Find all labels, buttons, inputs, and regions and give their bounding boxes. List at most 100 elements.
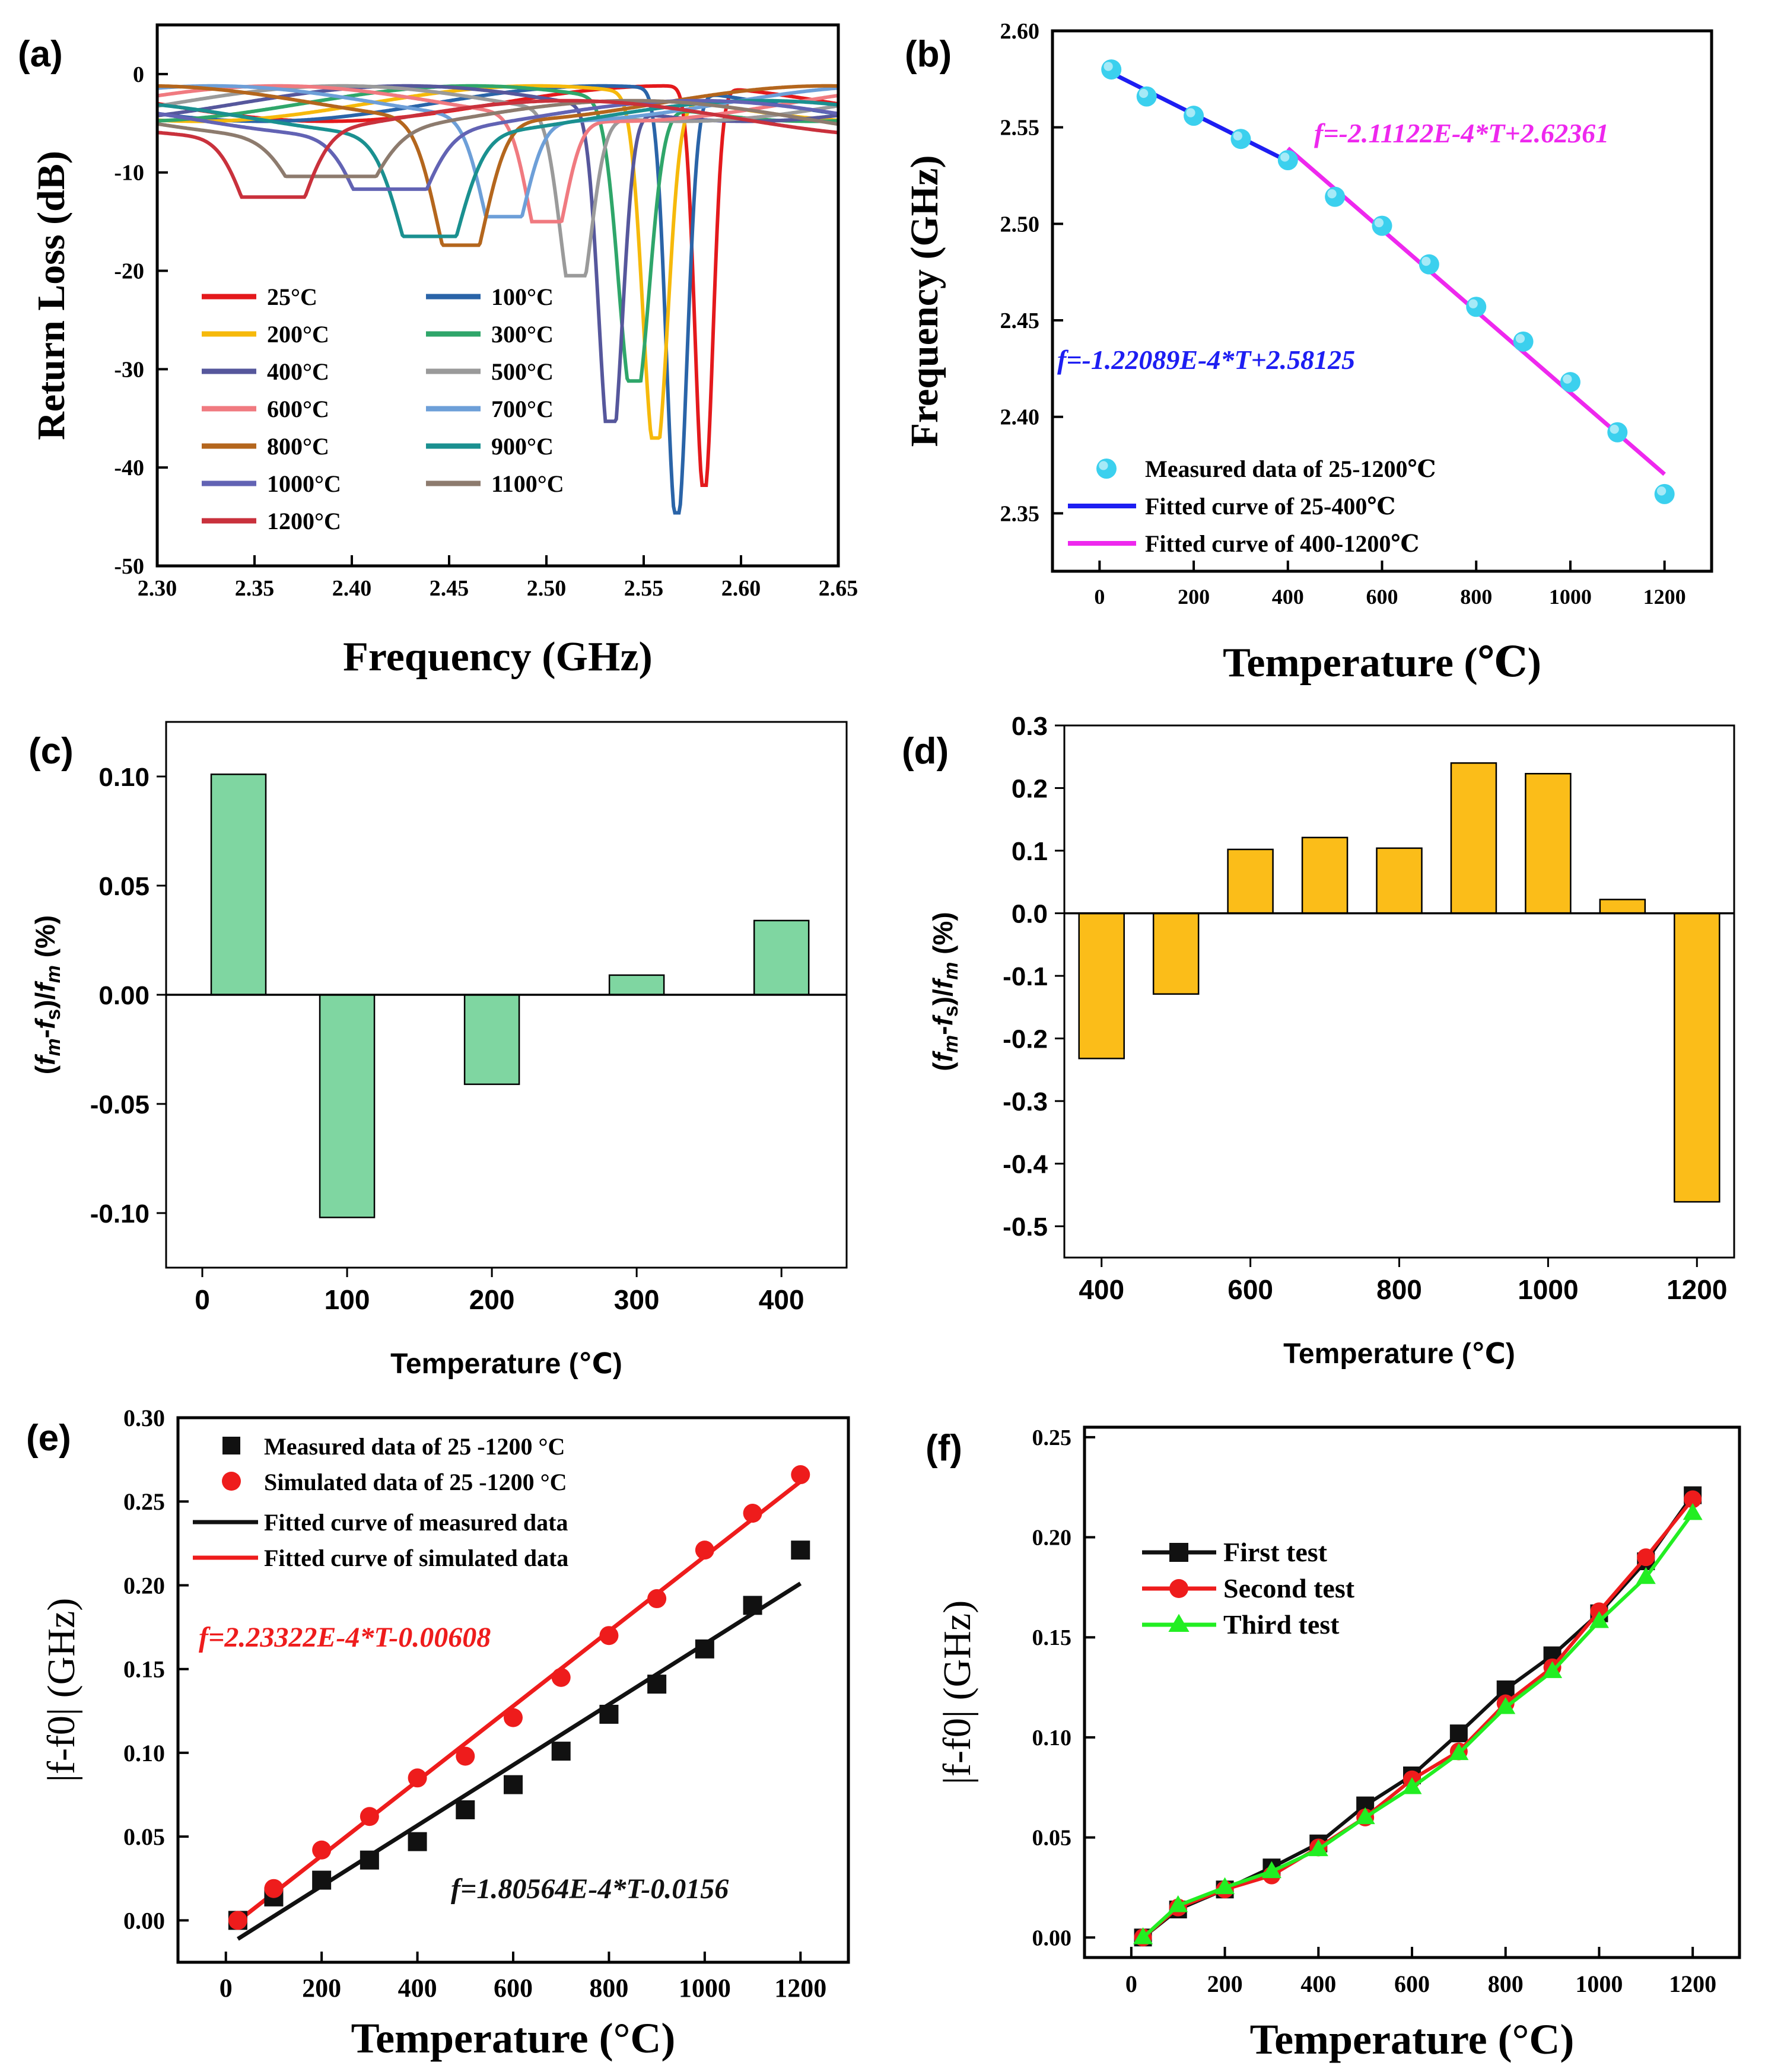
- data-point: [360, 1850, 379, 1870]
- y-tick-label: -10: [114, 161, 144, 186]
- legend-label: 200°C: [267, 321, 329, 348]
- data-point: [695, 1541, 714, 1560]
- data-point: [1589, 1611, 1609, 1628]
- legend-label: 100°C: [491, 284, 554, 310]
- bar: [210, 774, 267, 996]
- data-point-highlight: [1563, 374, 1572, 384]
- y-tick-label: 0.10: [98, 763, 150, 792]
- x-tick-label: 0: [195, 1284, 210, 1315]
- y-tick-label: 2.50: [1000, 212, 1040, 237]
- data-point: [504, 1775, 523, 1794]
- y-tick-label: 0.2: [1012, 775, 1048, 804]
- x-tick-label: 1200: [774, 1974, 826, 2003]
- legend-label: Third test: [1223, 1609, 1340, 1640]
- data-point: [360, 1807, 379, 1826]
- x-tick-label: 400: [759, 1284, 804, 1315]
- return-loss-curve-10: [157, 98, 839, 191]
- legend-label: 25°C: [267, 284, 317, 310]
- x-tick-label: 2.60: [721, 576, 761, 601]
- x-tick-label: 200: [469, 1284, 515, 1315]
- x-tick-label: 1200: [1667, 1274, 1727, 1305]
- y-tick-label: -20: [114, 259, 144, 284]
- bar: [1301, 836, 1349, 914]
- bar: [319, 994, 376, 1218]
- bar: [1152, 912, 1200, 995]
- y-tick-label: 2.45: [1000, 308, 1040, 333]
- panel-b-frame: [1051, 29, 1713, 573]
- data-point: [1683, 1503, 1703, 1520]
- data-point: [1543, 1661, 1563, 1678]
- y-axis-title: Return Loss (dB): [30, 151, 73, 440]
- data-point: [1636, 1567, 1656, 1584]
- return-loss-curve-11: [157, 98, 839, 179]
- y-tick-label: 0.0: [1012, 900, 1048, 929]
- x-axis-title: Frequency (GHz): [343, 634, 653, 680]
- y-tick-label: -50: [114, 554, 144, 579]
- data-point: [743, 1596, 762, 1615]
- y-tick-label: -0.5: [1003, 1212, 1048, 1242]
- bar: [608, 974, 665, 996]
- x-tick-label: 2.35: [235, 576, 275, 601]
- y-tick-label: 2.60: [1000, 19, 1040, 44]
- y-axis-title: (fm-fs)/fm (%): [927, 912, 962, 1071]
- panel-a-curves: [157, 84, 839, 515]
- bar: [1227, 848, 1274, 914]
- x-tick-label: 600: [1227, 1274, 1273, 1305]
- data-point-highlight: [1327, 189, 1337, 199]
- x-tick-label: 100: [325, 1284, 370, 1315]
- y-tick-label: 0.25: [1032, 1425, 1072, 1450]
- legend-marker-highlight: [1099, 461, 1108, 470]
- data-point: [551, 1742, 571, 1761]
- x-tick-label: 600: [494, 1974, 533, 2003]
- x-tick-label: 1000: [679, 1974, 731, 2003]
- x-tick-label: 800: [589, 1974, 628, 2003]
- legend-label: Fitted curve of 400-1200℃: [1145, 530, 1419, 557]
- y-tick-label: 0.10: [123, 1740, 165, 1767]
- y-axis-title: Frequency (GHz): [903, 155, 946, 447]
- data-point: [1133, 1927, 1153, 1944]
- bar: [1450, 762, 1497, 914]
- x-tick-label: 2.45: [430, 576, 469, 601]
- data-point: [1637, 1548, 1655, 1567]
- data-point: [1168, 1895, 1188, 1912]
- return-loss-curve-12: [157, 98, 839, 199]
- data-point: [312, 1870, 332, 1890]
- x-tick-label: 200: [302, 1974, 341, 2003]
- y-tick-label: 0.05: [1032, 1826, 1072, 1851]
- panel-d: (d) 400 600 800 1000 1200 0.3 0.2 0.1 0.0 -0.1 -0.2…: [902, 712, 1735, 1370]
- x-tick-label: 1000: [1575, 1971, 1623, 1997]
- panel-f-legend: First test Second test Third test: [1142, 1537, 1355, 1640]
- panel-e-label: (e): [26, 1418, 71, 1459]
- x-axis-title: Temperature (°C): [351, 2014, 676, 2062]
- fit-equation-low: f=-1.22089E-4*T+2.58125: [1057, 345, 1355, 375]
- data-point: [1215, 1877, 1235, 1895]
- y-axis-title: |f-f0| (GHz): [936, 1600, 979, 1784]
- data-point: [312, 1840, 332, 1860]
- data-point: [408, 1768, 427, 1788]
- legend-marker: [222, 1472, 241, 1491]
- panel-f-label: (f): [926, 1428, 962, 1469]
- data-point-highlight: [1374, 218, 1384, 228]
- panel-c-label: (c): [28, 731, 74, 772]
- data-point: [599, 1704, 619, 1724]
- y-tick-label: -0.4: [1003, 1150, 1048, 1179]
- x-tick-label: 300: [614, 1284, 660, 1315]
- y-tick-label: 0.25: [123, 1488, 165, 1515]
- data-point: [599, 1626, 619, 1645]
- data-point: [264, 1879, 284, 1898]
- data-point: [791, 1465, 810, 1485]
- bar: [1078, 912, 1125, 1059]
- y-tick-label: 0.15: [1032, 1625, 1072, 1650]
- x-tick-label: 0: [1125, 1971, 1137, 1997]
- panel-d-label: (d): [902, 731, 949, 772]
- legend-label: 900°C: [491, 433, 554, 460]
- return-loss-curve-6: [157, 84, 839, 224]
- data-point-highlight: [1421, 256, 1431, 266]
- y-tick-label: -40: [114, 456, 144, 480]
- data-point-highlight: [1233, 131, 1242, 141]
- y-tick-label: -0.05: [90, 1090, 150, 1119]
- x-axis-title: Temperature (℃): [1223, 640, 1541, 686]
- y-tick-label: 0.1: [1012, 837, 1048, 866]
- data-point: [1684, 1490, 1702, 1508]
